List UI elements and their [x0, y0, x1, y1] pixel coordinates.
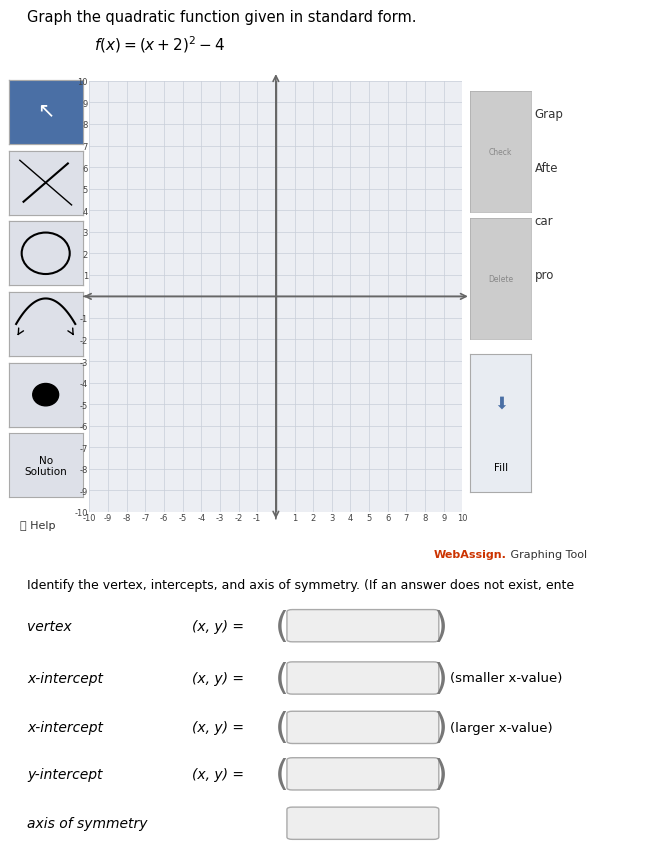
Text: Graphing Tool: Graphing Tool	[507, 549, 587, 560]
Text: ): )	[433, 757, 447, 791]
Ellipse shape	[33, 384, 58, 406]
Text: ): )	[433, 710, 447, 745]
FancyBboxPatch shape	[287, 662, 439, 694]
FancyBboxPatch shape	[287, 610, 439, 642]
Text: pro: pro	[534, 269, 554, 282]
Text: Fill: Fill	[493, 462, 508, 473]
Text: Graph the quadratic function given in standard form.: Graph the quadratic function given in st…	[27, 10, 417, 25]
Text: ↖: ↖	[37, 100, 54, 120]
Text: (x, y) =: (x, y) =	[192, 767, 243, 781]
Text: axis of symmetry: axis of symmetry	[27, 816, 147, 830]
Text: Identify the vertex, intercepts, and axis of symmetry. (If an answer does not ex: Identify the vertex, intercepts, and axi…	[27, 578, 574, 592]
Text: ⬇: ⬇	[494, 394, 507, 412]
Text: (smaller x-value): (smaller x-value)	[450, 672, 562, 684]
Text: (: (	[275, 710, 290, 745]
Text: (: (	[275, 661, 290, 695]
Text: car: car	[534, 215, 553, 228]
Text: (: (	[275, 609, 290, 643]
Text: y-intercept: y-intercept	[27, 767, 102, 781]
Text: (larger x-value): (larger x-value)	[450, 721, 553, 734]
Text: x-intercept: x-intercept	[27, 721, 103, 734]
Text: (x, y) =: (x, y) =	[192, 721, 243, 734]
FancyBboxPatch shape	[287, 758, 439, 790]
Text: ): )	[433, 661, 447, 695]
Text: x-intercept: x-intercept	[27, 672, 103, 685]
Text: Grap: Grap	[534, 108, 563, 121]
Text: No
Solution: No Solution	[24, 455, 67, 477]
Text: (x, y) =: (x, y) =	[192, 672, 243, 685]
Text: vertex: vertex	[27, 619, 72, 633]
Text: Afte: Afte	[534, 161, 558, 175]
Text: (: (	[275, 757, 290, 791]
Text: Check: Check	[489, 148, 512, 157]
Text: Delete: Delete	[488, 275, 513, 283]
FancyBboxPatch shape	[287, 807, 439, 839]
Text: (x, y) =: (x, y) =	[192, 619, 243, 633]
Text: WebAssign.: WebAssign.	[433, 549, 507, 560]
FancyBboxPatch shape	[287, 711, 439, 744]
Text: $f(x) = (x + 2)^2 - 4$: $f(x) = (x + 2)^2 - 4$	[94, 34, 225, 55]
Text: ): )	[433, 609, 447, 643]
Text: ⓘ Help: ⓘ Help	[19, 520, 55, 530]
